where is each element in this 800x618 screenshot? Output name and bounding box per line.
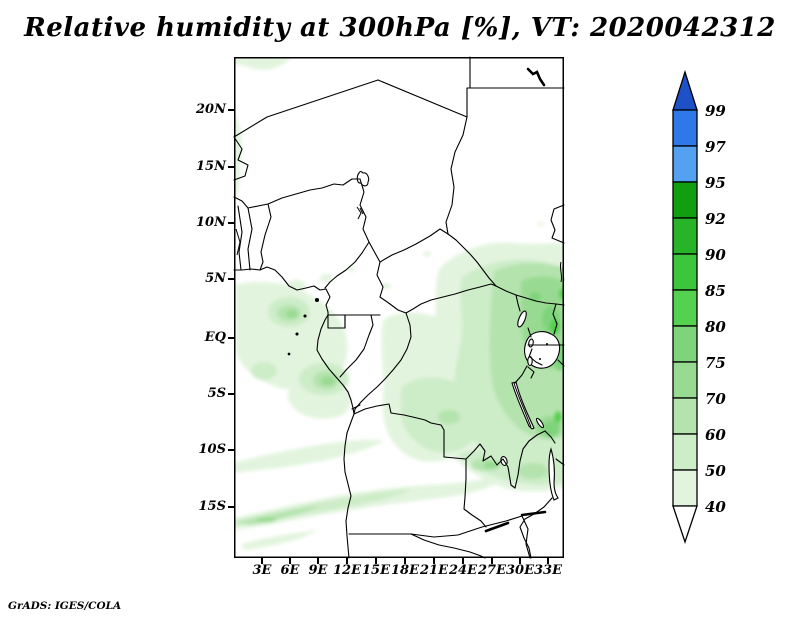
colorbar-label: 85 — [705, 282, 726, 300]
lon-tickmark — [462, 558, 464, 564]
lat-tickmark — [228, 109, 234, 111]
colorbar-label: 99 — [705, 102, 726, 120]
lon-tick-label: 9E — [308, 563, 328, 578]
lon-tickmark — [289, 558, 291, 564]
lon-tickmark — [404, 558, 406, 564]
colorbar-label: 97 — [705, 138, 726, 156]
lon-tickmark — [547, 558, 549, 564]
lat-tickmark — [228, 449, 234, 451]
lake-albert — [517, 310, 527, 328]
lon-tick-label: 12E — [333, 563, 361, 578]
lon-tick-label: 3E — [252, 563, 272, 578]
lat-tickmark — [228, 506, 234, 508]
lon-tick-label: 30E — [506, 563, 534, 578]
lon-tickmark — [375, 558, 377, 564]
colorbar-segment — [672, 433, 698, 471]
lat-tick-label: 15N — [196, 159, 226, 174]
lon-tickmark — [261, 558, 263, 564]
lake-kariba — [484, 521, 510, 533]
colorbar-arrow-bottom — [672, 505, 698, 545]
lon-tickmark — [346, 558, 348, 564]
colorbar-segment — [672, 181, 698, 219]
lake-cahora-bassa — [520, 510, 547, 517]
lat-tickmark — [228, 393, 234, 395]
coastline — [233, 266, 355, 559]
annobon-island — [287, 352, 291, 356]
victoria-island — [539, 358, 541, 360]
credit-text: GrADS: IGES/COLA — [8, 600, 122, 612]
map-frame — [234, 57, 564, 558]
colorbar-canvas: 99 97 95 92 90 85 80 75 70 60 50 40 — [672, 69, 726, 545]
lon-tick-label: 33E — [534, 563, 562, 578]
colorbar-segment — [672, 325, 698, 363]
colorbar-label: 75 — [705, 354, 726, 372]
colorbar-segment — [672, 253, 698, 291]
border-squiggle-benue — [356, 206, 364, 220]
lon-tick-label: 27E — [478, 563, 506, 578]
colorbar-label: 60 — [705, 426, 726, 444]
colorbar-label: 40 — [705, 498, 726, 516]
lat-tick-label: 20N — [196, 102, 226, 117]
colorbar-segment — [672, 361, 698, 399]
lat-tickmark — [228, 337, 234, 339]
lat-tick-label: 15S — [198, 499, 226, 514]
colorbar-label: 90 — [705, 246, 726, 264]
colorbar-label: 70 — [705, 390, 726, 408]
lat-tick-label: 5N — [205, 271, 226, 286]
colorbar-segment — [672, 397, 698, 435]
principe-island — [303, 314, 307, 318]
lake-chad — [356, 170, 370, 187]
colorbar-segment — [672, 217, 698, 255]
lon-tickmark — [491, 558, 493, 564]
colorbar-label: 50 — [705, 462, 726, 480]
colorbar-arrow-top — [672, 69, 698, 111]
map-canvas — [233, 56, 565, 559]
lat-tick-label: 10S — [198, 442, 226, 457]
lon-tick-label: 24E — [449, 563, 477, 578]
page-title: Relative humidity at 300hPa [%], VT: 202… — [24, 13, 776, 43]
lat-tick-label: EQ — [204, 330, 226, 345]
bioko-island — [314, 297, 320, 303]
lon-tickmark — [433, 558, 435, 564]
lake-nasser — [526, 67, 546, 87]
map-plot — [233, 56, 565, 559]
lon-tickmark — [317, 558, 319, 564]
lake-malawi — [548, 447, 559, 501]
lon-tickmark — [519, 558, 521, 564]
lat-tick-label: 5S — [207, 386, 226, 401]
colorbar-label: 92 — [705, 210, 726, 228]
colorbar-legend: 99 97 95 92 90 85 80 75 70 60 50 40 — [667, 62, 731, 568]
lake-tanganyika-inner — [513, 382, 532, 428]
lat-tick-label: 10N — [196, 215, 226, 230]
colorbar-segment — [672, 469, 698, 507]
humidity-shading — [235, 58, 563, 550]
lat-tickmark — [228, 166, 234, 168]
colorbar-segment — [672, 145, 698, 183]
lon-tick-label: 15E — [362, 563, 390, 578]
lat-tickmark — [228, 222, 234, 224]
lon-tick-label: 18E — [391, 563, 419, 578]
colorbar-label: 95 — [705, 174, 726, 192]
lon-tick-label: 6E — [280, 563, 300, 578]
lat-tickmark — [228, 278, 234, 280]
colorbar-label: 80 — [705, 318, 726, 336]
sao-tome-island — [295, 332, 299, 336]
lon-tick-label: 21E — [420, 563, 448, 578]
lake-rukwa — [535, 417, 545, 429]
colorbar-segment — [672, 109, 698, 147]
colorbar-segment — [672, 289, 698, 327]
